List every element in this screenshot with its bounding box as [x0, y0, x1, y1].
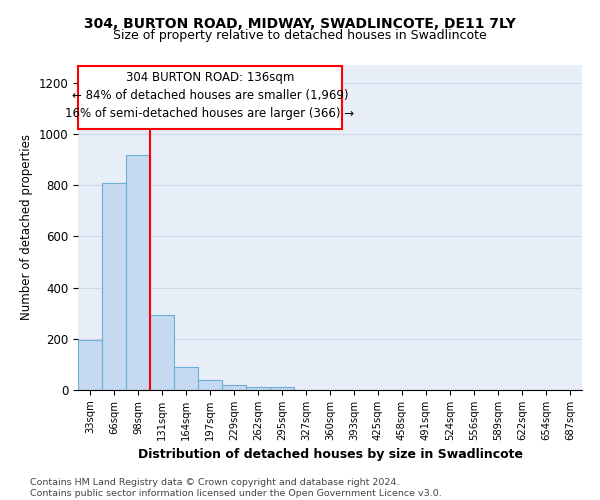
Bar: [222, 386, 246, 390]
Text: 304 BURTON ROAD: 136sqm
← 84% of detached houses are smaller (1,969)
16% of semi: 304 BURTON ROAD: 136sqm ← 84% of detache…: [65, 71, 355, 120]
Text: 304, BURTON ROAD, MIDWAY, SWADLINCOTE, DE11 7LY: 304, BURTON ROAD, MIDWAY, SWADLINCOTE, D…: [84, 18, 516, 32]
FancyBboxPatch shape: [78, 66, 342, 129]
Y-axis label: Number of detached properties: Number of detached properties: [20, 134, 33, 320]
Bar: [198, 380, 222, 390]
Bar: [78, 340, 102, 390]
Bar: [126, 154, 150, 390]
X-axis label: Distribution of detached houses by size in Swadlincote: Distribution of detached houses by size …: [137, 448, 523, 462]
Text: Contains HM Land Registry data © Crown copyright and database right 2024.
Contai: Contains HM Land Registry data © Crown c…: [30, 478, 442, 498]
Text: Size of property relative to detached houses in Swadlincote: Size of property relative to detached ho…: [113, 29, 487, 42]
Bar: [246, 387, 270, 390]
Bar: [270, 388, 294, 390]
Bar: [102, 182, 126, 390]
Bar: [174, 368, 198, 390]
Bar: [150, 314, 174, 390]
